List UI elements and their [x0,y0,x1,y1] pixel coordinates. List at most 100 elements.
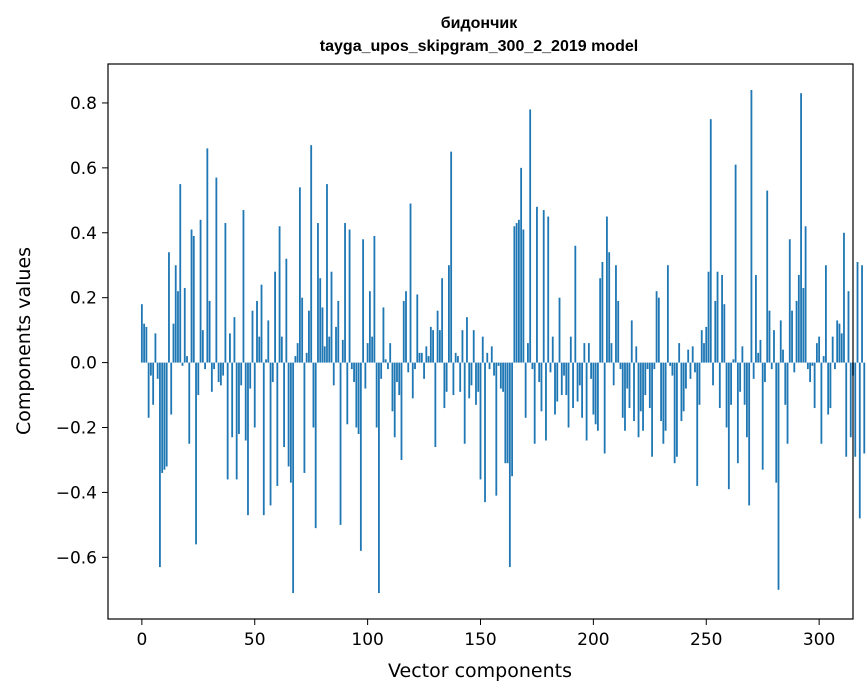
bar [161,362,164,473]
bar [454,352,457,363]
bar [671,362,674,376]
bar [450,151,453,363]
bar [666,265,669,363]
bar [326,184,328,363]
bar [648,362,651,409]
bar [843,232,845,363]
y-tick-label: 0.6 [70,159,97,179]
bar [556,362,559,402]
bar [411,362,414,399]
x-axis-label: Vector components [388,660,572,682]
x-tick-label: 0 [136,630,147,650]
bar [529,109,532,363]
bars [140,89,866,594]
bar [149,362,152,376]
bar [253,362,256,428]
bar [642,362,644,431]
bar [822,356,825,363]
x-tick-label: 100 [351,630,383,650]
bar [540,362,543,412]
bar [490,346,493,363]
bar [499,362,502,389]
bar [256,300,258,363]
bar [522,229,525,363]
bar [834,362,836,370]
bar [630,320,633,363]
bar [594,362,597,425]
bar [443,362,446,409]
bar [581,362,583,418]
bar [504,362,507,464]
bar [405,291,407,363]
bar [452,362,455,396]
bar [587,343,590,363]
bar [341,339,344,363]
bar [152,362,155,405]
bar [215,177,218,363]
bar [714,300,717,363]
bar [378,362,380,594]
bar [190,229,193,363]
bar [802,287,805,363]
bar [624,362,626,431]
bar [429,326,432,363]
bar [206,148,209,363]
y-tick-label: 0.4 [70,224,97,244]
bar [330,271,333,363]
bar [827,362,830,415]
y-tick-label: 0.8 [70,94,97,114]
bar [606,216,608,363]
bar [657,297,660,363]
bar [845,362,848,457]
bar [517,219,520,363]
bar [260,284,263,363]
bar [596,362,599,431]
bar [612,362,615,386]
bar [694,362,696,373]
bar [140,304,143,363]
bar [669,362,672,366]
bar [703,343,705,363]
bar [739,362,742,392]
bar [294,356,297,363]
bar [601,261,604,363]
bar [608,252,611,363]
bar [391,362,394,412]
bar [585,362,588,441]
bar [639,362,642,412]
bar [599,278,602,363]
bar [459,362,462,392]
bar [418,352,421,363]
bar [357,362,360,434]
bar [154,333,157,363]
bar [407,362,410,373]
bar [527,343,529,363]
bar [183,287,186,363]
bar [567,362,570,428]
bar [463,362,466,444]
bar [520,167,523,363]
bar [637,362,640,438]
bar [779,320,782,363]
bar [287,362,290,467]
bar [292,362,295,594]
bar [784,362,787,405]
bar [861,265,863,363]
bar [484,362,486,503]
y-tick-label: −0.6 [56,548,97,568]
bar [770,362,773,370]
bar [761,362,764,470]
bar [795,300,798,363]
bar [224,223,227,363]
bar [511,362,514,477]
bar [549,362,552,373]
bar [716,271,719,363]
bar [402,300,405,363]
bar [276,362,279,486]
bar [477,362,480,392]
bar [204,362,206,370]
chart-subtitle: tayga_upos_skipgram_300_2_2019 model [320,38,638,55]
bar [296,343,299,363]
bar [791,310,793,363]
bar [721,274,723,363]
